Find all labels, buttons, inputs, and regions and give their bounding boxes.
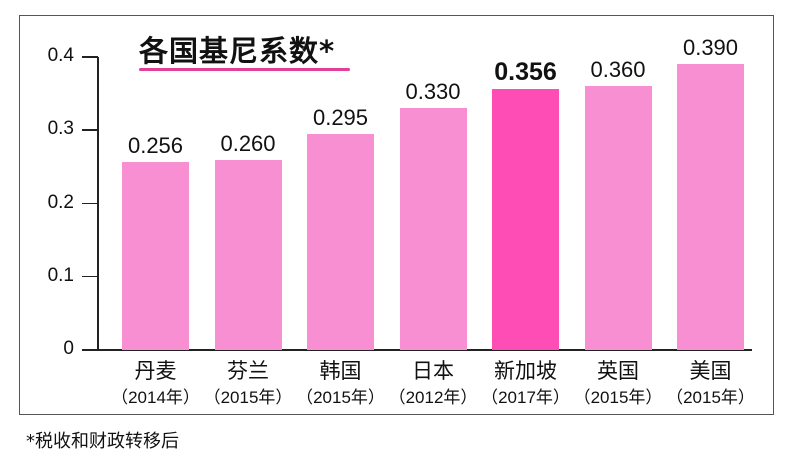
bar-value-label: 0.260 [220, 130, 276, 156]
bar-value-label: 0.256 [127, 133, 184, 159]
category-year-label: （2015年） [573, 388, 663, 407]
category-year-label: （2017年） [481, 388, 570, 407]
category-year-label: （2015年） [296, 388, 385, 407]
title-underline [139, 68, 350, 71]
bar-0 [122, 162, 189, 350]
category-label: 新加坡 [494, 359, 557, 383]
bar-value-label: 0.295 [312, 104, 369, 130]
bar-value-label: 0.360 [590, 57, 646, 83]
category-year-label: （2014年） [111, 388, 200, 407]
category-label: 英国 [597, 359, 639, 383]
category-label: 日本 [412, 359, 454, 383]
y-tick-label: 0.4 [47, 45, 74, 66]
y-tick-mark [82, 56, 98, 58]
bar-6 [677, 64, 744, 350]
category-label: 美国 [689, 359, 732, 383]
y-tick-mark [82, 202, 98, 204]
bar-value-label: 0.356 [494, 58, 557, 87]
bar-2 [307, 133, 374, 350]
bar-1 [214, 159, 282, 350]
y-tick-label: 0.1 [47, 264, 74, 286]
y-tick-label: 0.3 [47, 118, 74, 140]
category-year-label: （2012年） [388, 388, 478, 407]
category-year-label: （2015年） [203, 388, 293, 407]
y-tick-mark [82, 275, 98, 278]
y-tick-label: 0.2 [47, 191, 74, 213]
bar-3 [399, 108, 467, 350]
category-label: 丹麦 [134, 359, 177, 383]
footnote: *税收和财政转移后 [26, 431, 179, 452]
y-tick-mark [82, 129, 98, 131]
category-year-label: （2015年） [666, 388, 755, 407]
bar-value-label: 0.390 [682, 35, 739, 61]
bar-5 [584, 86, 652, 350]
y-tick-label: 0 [63, 338, 74, 359]
y-tick-mark [82, 349, 98, 351]
bar-value-label: 0.330 [405, 79, 461, 105]
category-label: 韩国 [319, 359, 362, 383]
category-label: 芬兰 [227, 359, 269, 383]
chart-title: 各国基尼系数* [139, 34, 336, 68]
bar-4 [492, 89, 559, 350]
